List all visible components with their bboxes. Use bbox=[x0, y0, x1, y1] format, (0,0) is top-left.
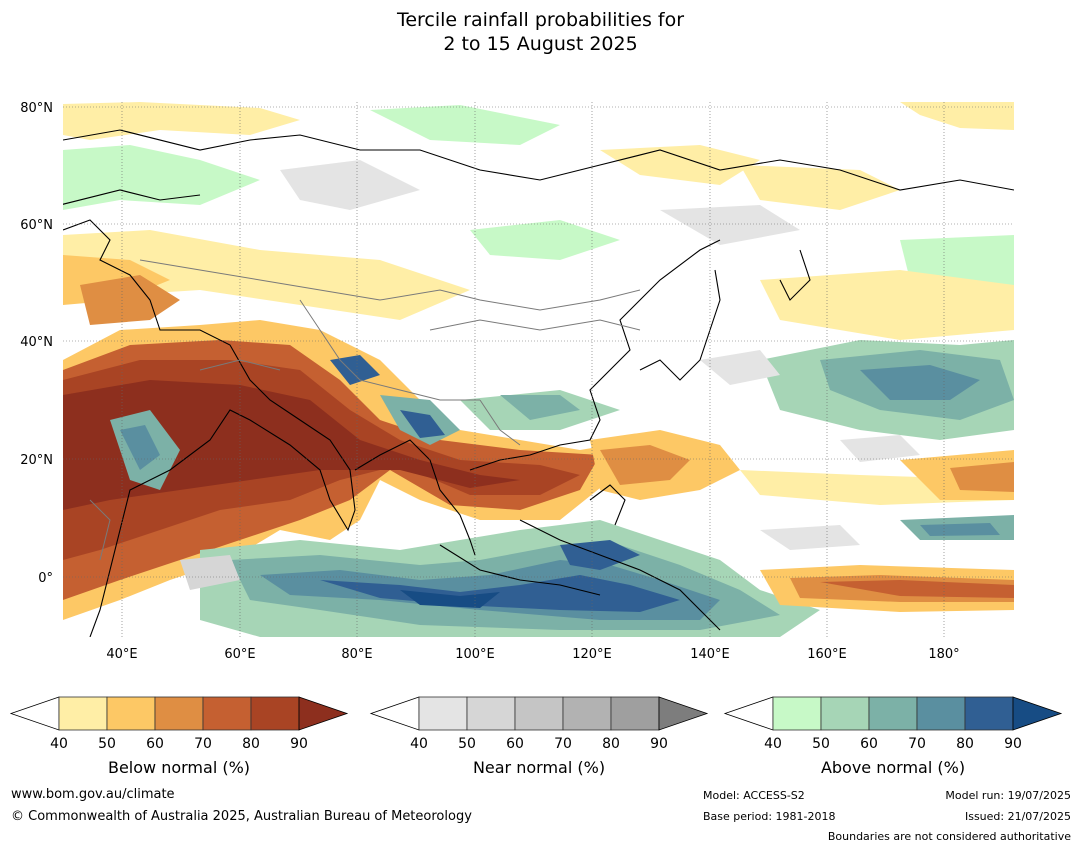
near-colorbar-segment bbox=[466, 696, 516, 731]
colorbar-below-label: Below normal (%) bbox=[107, 758, 251, 777]
colorbar-above-label: Above normal (%) bbox=[820, 758, 966, 777]
lat-label-20n: 20°N bbox=[20, 453, 53, 468]
above-colorbar-tick-label: 40 bbox=[764, 736, 782, 752]
above-colorbar-segment bbox=[916, 696, 966, 731]
footer-base-period: Base period: 1981-2018 bbox=[703, 810, 836, 823]
footer-copyright: © Commonwealth of Australia 2025, Austra… bbox=[11, 809, 472, 824]
below-colorbar-segment bbox=[202, 696, 252, 731]
lon-label-100e: 100°E bbox=[455, 647, 495, 662]
below-colorbar-segment bbox=[154, 696, 204, 731]
near-colorbar-tick-label: 80 bbox=[602, 736, 620, 752]
map-title-line1: Tercile rainfall probabilities for bbox=[396, 9, 685, 31]
near-colorbar-tick-label: 70 bbox=[554, 736, 572, 752]
near-colorbar-tick-label: 60 bbox=[506, 736, 524, 752]
footer-boundaries-note: Boundaries are not considered authoritat… bbox=[827, 830, 1071, 843]
below-colorbar-tick-label: 60 bbox=[146, 736, 164, 752]
below-colorbar-tick-label: 80 bbox=[242, 736, 260, 752]
below-colorbar-left-extension bbox=[9, 696, 60, 731]
near-colorbar-right-extension bbox=[658, 696, 709, 731]
near-colorbar-segment bbox=[418, 696, 468, 731]
footer-model-run: Model run: 19/07/2025 bbox=[945, 789, 1071, 802]
above-colorbar-segment bbox=[868, 696, 918, 731]
footer-url: www.bom.gov.au/climate bbox=[11, 787, 175, 802]
lon-label-140e: 140°E bbox=[690, 647, 730, 662]
below-colorbar-tick-label: 50 bbox=[98, 736, 116, 752]
above-colorbar-right-extension bbox=[1012, 696, 1063, 731]
lat-label-equator: 0° bbox=[38, 571, 53, 586]
near-colorbar-segment bbox=[610, 696, 660, 731]
above-colorbar-tick-label: 90 bbox=[1004, 736, 1022, 752]
lon-label-120e: 120°E bbox=[572, 647, 612, 662]
lat-label-40n: 40°N bbox=[20, 335, 53, 350]
near-colorbar-segment bbox=[514, 696, 564, 731]
colorbar-below-normal: 40 50 60 70 80 90 bbox=[9, 696, 349, 752]
lat-label-80n: 80°N bbox=[20, 101, 53, 116]
lon-label-40e: 40°E bbox=[106, 647, 137, 662]
near-colorbar-segment bbox=[562, 696, 612, 731]
lon-label-180: 180° bbox=[928, 647, 959, 662]
above-colorbar-segment bbox=[820, 696, 870, 731]
below-colorbar-tick-label: 40 bbox=[50, 736, 68, 752]
above-colorbar-tick-label: 50 bbox=[812, 736, 830, 752]
footer-model: Model: ACCESS-S2 bbox=[703, 789, 805, 802]
lon-label-80e: 80°E bbox=[341, 647, 372, 662]
lat-label-60n: 60°N bbox=[20, 218, 53, 233]
near-colorbar-left-extension bbox=[369, 696, 420, 731]
colorbar-near-normal: 40 50 60 70 80 90 bbox=[369, 696, 709, 752]
below-colorbar-right-extension bbox=[298, 696, 349, 731]
footer-issued: Issued: 21/07/2025 bbox=[964, 810, 1071, 823]
lon-label-160e: 160°E bbox=[807, 647, 847, 662]
colorbar-above-normal: 40 50 60 70 80 90 bbox=[723, 696, 1063, 752]
above-colorbar-tick-label: 60 bbox=[860, 736, 878, 752]
above-colorbar-tick-label: 80 bbox=[956, 736, 974, 752]
near-colorbar-tick-label: 90 bbox=[650, 736, 668, 752]
below-colorbar-segment bbox=[58, 696, 108, 731]
near-colorbar-tick-label: 50 bbox=[458, 736, 476, 752]
below-colorbar-tick-label: 90 bbox=[290, 736, 308, 752]
below-colorbar-segment bbox=[250, 696, 300, 731]
below-colorbar-segment bbox=[106, 696, 156, 731]
colorbar-near-label: Near normal (%) bbox=[472, 758, 606, 777]
above-colorbar-tick-label: 70 bbox=[908, 736, 926, 752]
map-field bbox=[63, 102, 1014, 637]
above-colorbar-segment bbox=[772, 696, 822, 731]
below-colorbar-tick-label: 70 bbox=[194, 736, 212, 752]
above-colorbar-left-extension bbox=[723, 696, 774, 731]
lon-label-60e: 60°E bbox=[224, 647, 255, 662]
above-colorbar-segment bbox=[964, 696, 1014, 731]
map-title-line2: 2 to 15 August 2025 bbox=[443, 33, 638, 55]
near-colorbar-tick-label: 40 bbox=[410, 736, 428, 752]
